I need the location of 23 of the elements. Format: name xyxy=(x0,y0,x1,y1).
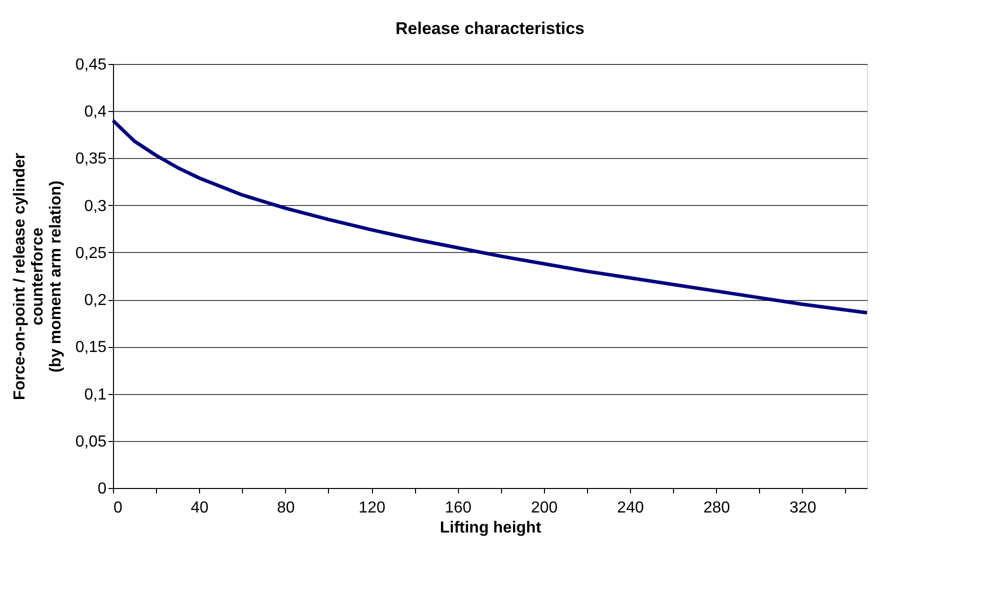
x-tick-label: 40 xyxy=(190,500,209,516)
x-axis-title: Lifting height xyxy=(440,520,542,536)
line-series xyxy=(111,118,869,314)
y-tick-label: 0,45 xyxy=(75,56,107,74)
x-tick-label: 80 xyxy=(276,500,295,516)
y-tick-label: 0,4 xyxy=(84,104,107,121)
y-tick-label: 0,2 xyxy=(84,292,107,310)
y-tick-label: 0,05 xyxy=(75,433,107,450)
x-tick-label: 0 xyxy=(114,500,122,516)
x-tick-label: 200 xyxy=(531,500,558,516)
x-tick-label: 160 xyxy=(444,500,472,516)
y-tick-label: 0,15 xyxy=(75,339,107,356)
y-tick-label: 0,35 xyxy=(75,150,107,168)
y-tick-label: 0,1 xyxy=(84,386,107,404)
y-tick-label: 0,3 xyxy=(84,198,107,215)
x-tick-label: 240 xyxy=(617,500,644,516)
chart-title: Release characteristics xyxy=(395,19,585,38)
x-tick-label: 120 xyxy=(358,500,386,516)
x-tick-label: 320 xyxy=(790,500,816,516)
y-axis-title: Force-on-point / release cylinder counterforce (by moment arm relation) xyxy=(11,152,64,400)
x-tick-label: 280 xyxy=(703,500,730,516)
y-tick-label: 0,25 xyxy=(75,244,107,262)
y-tick-label: 0 xyxy=(98,480,107,498)
